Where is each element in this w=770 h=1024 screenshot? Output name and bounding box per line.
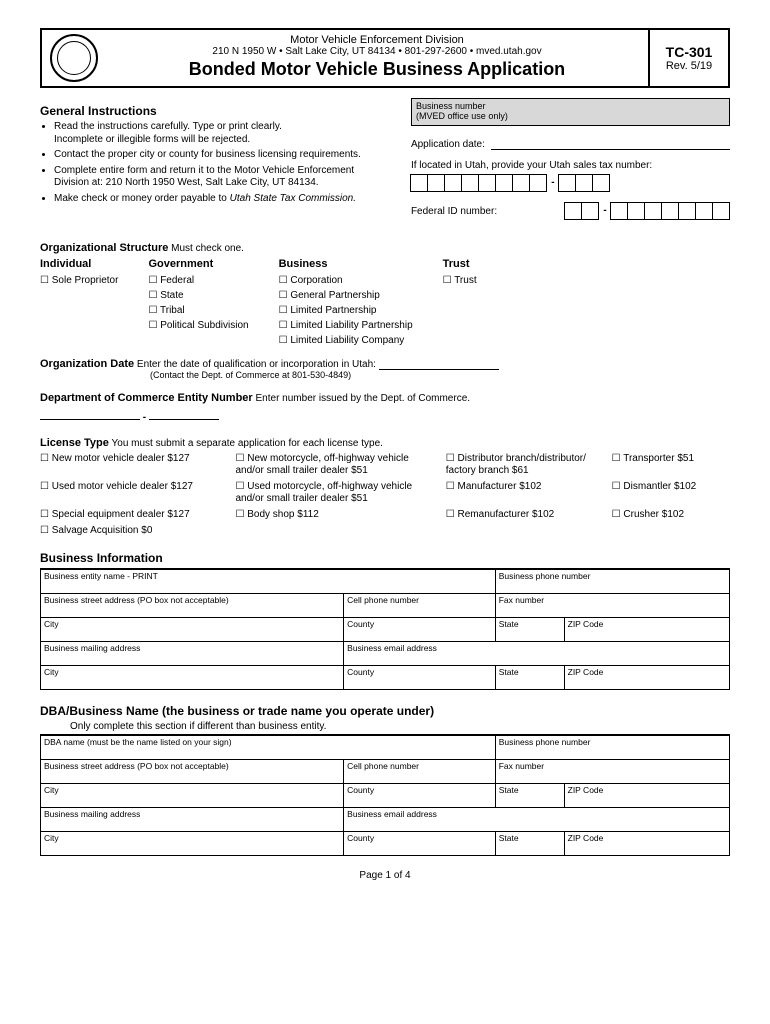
general-instructions-heading: General Instructions [40, 104, 391, 118]
instruction-item: Complete entire form and return it to th… [54, 165, 391, 190]
field-email[interactable]: Business email address [344, 642, 730, 666]
checkbox-political-subdivision[interactable]: Political Subdivision [148, 318, 248, 333]
license-type-label: License Type [40, 437, 109, 449]
dba-table: DBA name (must be the name listed on you… [40, 735, 730, 856]
checkbox-body-shop[interactable]: Body shop $112 [235, 509, 427, 521]
field-entity-name[interactable]: Business entity name - PRINT [41, 570, 496, 594]
checkbox-used-dealer[interactable]: Used motor vehicle dealer $127 [40, 481, 217, 505]
field-dba-city[interactable]: City [41, 784, 344, 808]
field-dba-state[interactable]: State [495, 784, 564, 808]
field-city2[interactable]: City [41, 666, 344, 690]
checkbox-distributor[interactable]: Distributor branch/distributor/ factory … [446, 453, 594, 477]
checkbox-tribal[interactable]: Tribal [148, 303, 248, 318]
checkbox-new-dealer[interactable]: New motor vehicle dealer $127 [40, 453, 217, 477]
form-code: TC-301 [650, 44, 728, 60]
instruction-item: Make check or money order payable to Uta… [54, 193, 391, 206]
field-business-phone[interactable]: Business phone number [495, 570, 729, 594]
entity-number-label: Department of Commerce Entity Number [40, 392, 253, 404]
office-use-box: Business number (MVED office use only) [411, 98, 730, 126]
field-dba-state2[interactable]: State [495, 832, 564, 856]
agency-name: Motor Vehicle Enforcement Division [114, 34, 640, 46]
field-dba-street[interactable]: Business street address (PO box not acce… [41, 760, 344, 784]
field-fax[interactable]: Fax number [495, 594, 729, 618]
checkbox-used-motorcycle[interactable]: Used motorcycle, off-highway vehicle and… [235, 481, 427, 505]
org-structure-heading: Organizational Structure [40, 242, 168, 254]
business-info-table: Business entity name - PRINT Business ph… [40, 569, 730, 690]
org-date-field[interactable] [379, 358, 499, 370]
field-county[interactable]: County [344, 618, 496, 642]
checkbox-federal[interactable]: Federal [148, 273, 248, 288]
checkbox-trust[interactable]: Trust [443, 273, 477, 288]
checkbox-new-motorcycle[interactable]: New motorcycle, off-highway vehicle and/… [235, 453, 427, 477]
field-dba-email[interactable]: Business email address [344, 808, 730, 832]
checkbox-state[interactable]: State [148, 288, 248, 303]
field-dba-county[interactable]: County [344, 784, 496, 808]
field-cell[interactable]: Cell phone number [344, 594, 496, 618]
federal-id-field[interactable]: Federal ID number: - [411, 202, 730, 220]
field-dba-county2[interactable]: County [344, 832, 496, 856]
agency-address: 210 N 1950 W • Salt Lake City, UT 84134 … [114, 46, 640, 57]
checkbox-llc[interactable]: Limited Liability Company [279, 333, 413, 348]
form-code-box: TC-301 Rev. 5/19 [648, 30, 728, 86]
checkbox-manufacturer[interactable]: Manufacturer $102 [446, 481, 594, 505]
form-header: Motor Vehicle Enforcement Division 210 N… [40, 28, 730, 88]
checkbox-crusher[interactable]: Crusher $102 [612, 509, 730, 521]
org-date-label: Organization Date [40, 358, 134, 370]
field-street[interactable]: Business street address (PO box not acce… [41, 594, 344, 618]
field-dba-cell[interactable]: Cell phone number [344, 760, 496, 784]
state-seal-icon [50, 34, 98, 82]
checkbox-transporter[interactable]: Transporter $51 [612, 453, 730, 477]
business-info-heading: Business Information [40, 551, 730, 565]
instruction-item: Contact the proper city or county for bu… [54, 149, 391, 162]
form-revision: Rev. 5/19 [650, 60, 728, 72]
header-main: Motor Vehicle Enforcement Division 210 N… [106, 30, 648, 86]
checkbox-llp[interactable]: Limited Liability Partnership [279, 318, 413, 333]
entity-number-field[interactable]: - [40, 412, 730, 423]
org-date-note: (Contact the Dept. of Commerce at 801-53… [150, 370, 730, 380]
field-dba-mailing[interactable]: Business mailing address [41, 808, 344, 832]
field-mailing[interactable]: Business mailing address [41, 642, 344, 666]
org-structure-grid: Individual Sole Proprietor Government Fe… [40, 258, 730, 348]
field-county2[interactable]: County [344, 666, 496, 690]
field-dba-phone[interactable]: Business phone number [495, 736, 729, 760]
checkbox-general-partnership[interactable]: General Partnership [279, 288, 413, 303]
field-state2[interactable]: State [495, 666, 564, 690]
checkbox-special-equipment[interactable]: Special equipment dealer $127 [40, 509, 217, 521]
field-dba-fax[interactable]: Fax number [495, 760, 729, 784]
checkbox-sole-proprietor[interactable]: Sole Proprietor [40, 273, 118, 288]
sales-tax-boxes[interactable]: - [411, 174, 730, 192]
checkbox-dismantler[interactable]: Dismantler $102 [612, 481, 730, 505]
field-city[interactable]: City [41, 618, 344, 642]
field-dba-zip[interactable]: ZIP Code [564, 784, 729, 808]
dba-subtext: Only complete this section if different … [70, 721, 730, 732]
checkbox-salvage[interactable]: Salvage Acquisition $0 [40, 525, 217, 537]
page-footer: Page 1 of 4 [40, 870, 730, 881]
checkbox-corporation[interactable]: Corporation [279, 273, 413, 288]
field-dba-zip2[interactable]: ZIP Code [564, 832, 729, 856]
sales-tax-label: If located in Utah, provide your Utah sa… [411, 160, 730, 171]
field-zip2[interactable]: ZIP Code [564, 666, 729, 690]
checkbox-remanufacturer[interactable]: Remanufacturer $102 [446, 509, 594, 521]
checkbox-limited-partnership[interactable]: Limited Partnership [279, 303, 413, 318]
field-state[interactable]: State [495, 618, 564, 642]
field-zip[interactable]: ZIP Code [564, 618, 729, 642]
license-grid: New motor vehicle dealer $127 New motorc… [40, 453, 730, 537]
instruction-list: Read the instructions carefully. Type or… [40, 121, 391, 205]
form-title: Bonded Motor Vehicle Business Applicatio… [114, 59, 640, 80]
field-dba-name[interactable]: DBA name (must be the name listed on you… [41, 736, 496, 760]
field-dba-city2[interactable]: City [41, 832, 344, 856]
dba-heading: DBA/Business Name (the business or trade… [40, 704, 730, 718]
instruction-item: Read the instructions carefully. Type or… [54, 121, 391, 146]
application-date-field[interactable]: Application date: [411, 138, 730, 150]
